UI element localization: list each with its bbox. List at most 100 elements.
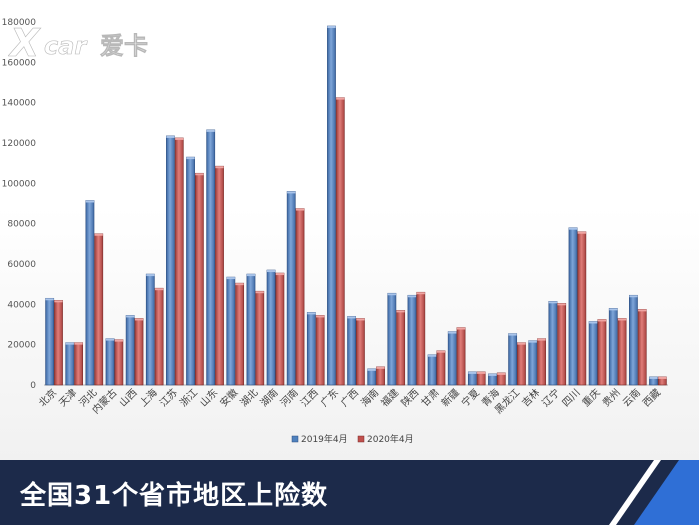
bar-top-2020 xyxy=(497,372,506,375)
bar-top-2020 xyxy=(175,137,184,140)
bar-2019 xyxy=(186,156,195,386)
bar-top-2020 xyxy=(638,309,647,312)
bar-top-2019 xyxy=(488,373,497,376)
bar-2020 xyxy=(396,310,406,386)
bar-2019 xyxy=(427,354,437,386)
bar-top-2019 xyxy=(649,376,658,379)
bar-top-2019 xyxy=(85,200,95,203)
bar-2020 xyxy=(174,137,184,386)
bar-2019 xyxy=(45,297,55,386)
legend-label: 2020年4月 xyxy=(367,433,414,445)
bar-2019 xyxy=(608,308,618,386)
bar-2019 xyxy=(528,340,538,386)
bar-top-2019 xyxy=(407,295,417,298)
bar-top-2020 xyxy=(255,291,264,294)
bar-top-2020 xyxy=(114,339,123,342)
y-tick-label: 180000 xyxy=(2,18,37,28)
bar-2019 xyxy=(246,273,256,386)
bar-2020 xyxy=(295,208,305,386)
category-label: 甘肃 xyxy=(418,386,441,409)
bar-2020 xyxy=(597,319,607,386)
category-label: 河南 xyxy=(277,386,300,409)
bar-top-2020 xyxy=(416,292,425,295)
bar-top-2019 xyxy=(468,371,477,374)
category-label: 重庆 xyxy=(579,386,602,409)
category-label: 陕西 xyxy=(398,386,421,409)
category-label: 安徽 xyxy=(217,386,240,409)
bar-top-2020 xyxy=(235,283,244,286)
bar-2020 xyxy=(436,350,446,386)
category-label: 新疆 xyxy=(438,386,461,409)
y-tick-label: 120000 xyxy=(2,139,37,149)
bar-top-2020 xyxy=(94,233,103,236)
bar-2020 xyxy=(577,231,587,386)
bar-top-2019 xyxy=(347,316,356,319)
bar-top-2019 xyxy=(609,308,618,311)
bar-chart: 0 20000 40000 60000 80000 100000 120000 140000 1… xyxy=(2,18,668,445)
bar-top-2019 xyxy=(568,227,578,230)
category-label: 西藏 xyxy=(640,387,663,410)
category-label: 江苏 xyxy=(157,386,180,409)
category-label: 山西 xyxy=(117,387,140,410)
bar-top-2020 xyxy=(396,310,405,313)
bar-2020 xyxy=(617,318,627,386)
legend-label: 2019年4月 xyxy=(301,433,348,445)
bar-2019 xyxy=(447,331,457,386)
bar-top-2020 xyxy=(295,208,305,211)
bar-top-2019 xyxy=(287,191,296,194)
bar-2019 xyxy=(306,312,316,386)
bar-2019 xyxy=(286,191,296,386)
bar-2020 xyxy=(637,309,647,386)
title-banner: 全国31个省市地区上险数 xyxy=(0,460,699,525)
category-label: 天津 xyxy=(57,387,80,410)
bar-top-2019 xyxy=(65,342,74,345)
bar-2019 xyxy=(367,368,377,386)
bar-top-2020 xyxy=(658,376,667,379)
bar-top-2019 xyxy=(428,354,437,357)
bar-2019 xyxy=(206,129,216,386)
bar-top-2019 xyxy=(548,301,557,304)
bar-top-2019 xyxy=(629,295,638,298)
bar-top-2020 xyxy=(316,315,325,318)
bar-2019 xyxy=(226,276,236,386)
y-tick-label: 160000 xyxy=(2,58,37,68)
bar-2020 xyxy=(74,342,83,386)
category-label: 宁夏 xyxy=(459,386,482,409)
bar-2019 xyxy=(327,25,336,386)
legend-swatch xyxy=(291,435,299,443)
bar-2019 xyxy=(166,135,175,386)
bar-top-2019 xyxy=(166,135,175,138)
bar-top-2019 xyxy=(367,368,376,371)
bar-2020 xyxy=(54,299,63,386)
bar-top-2019 xyxy=(528,340,537,343)
bar-top-2020 xyxy=(74,342,83,345)
bar-2020 xyxy=(275,272,285,386)
bar-2019 xyxy=(347,316,356,386)
bar-top-2020 xyxy=(195,173,204,176)
banner-stripe xyxy=(609,460,699,525)
bar-top-2019 xyxy=(307,312,316,315)
bar-2019 xyxy=(65,342,75,386)
bar-top-2020 xyxy=(275,273,284,276)
bar-2019 xyxy=(548,301,558,386)
category-label: 广西 xyxy=(338,387,361,410)
category-label: 四川 xyxy=(561,387,583,409)
y-tick-label: 60000 xyxy=(7,260,36,270)
y-tick-label: 100000 xyxy=(2,179,37,189)
category-label: 贵州 xyxy=(599,386,622,409)
bar-top-2020 xyxy=(537,338,546,341)
bar-2020 xyxy=(194,172,204,386)
legend-swatch xyxy=(357,435,365,443)
bar-2020 xyxy=(114,339,124,386)
bar-2020 xyxy=(215,165,224,386)
bar-top-2020 xyxy=(477,371,486,374)
bar-top-2020 xyxy=(336,97,345,100)
bar-2020 xyxy=(134,318,144,386)
category-label: 江西 xyxy=(298,387,321,410)
bar-2020 xyxy=(537,338,546,386)
svg-text:爱卡: 爱卡 xyxy=(100,32,148,60)
bar-2020 xyxy=(255,290,265,386)
category-label: 北京 xyxy=(36,386,59,409)
bar-top-2019 xyxy=(146,274,155,277)
bar-top-2019 xyxy=(206,129,215,132)
